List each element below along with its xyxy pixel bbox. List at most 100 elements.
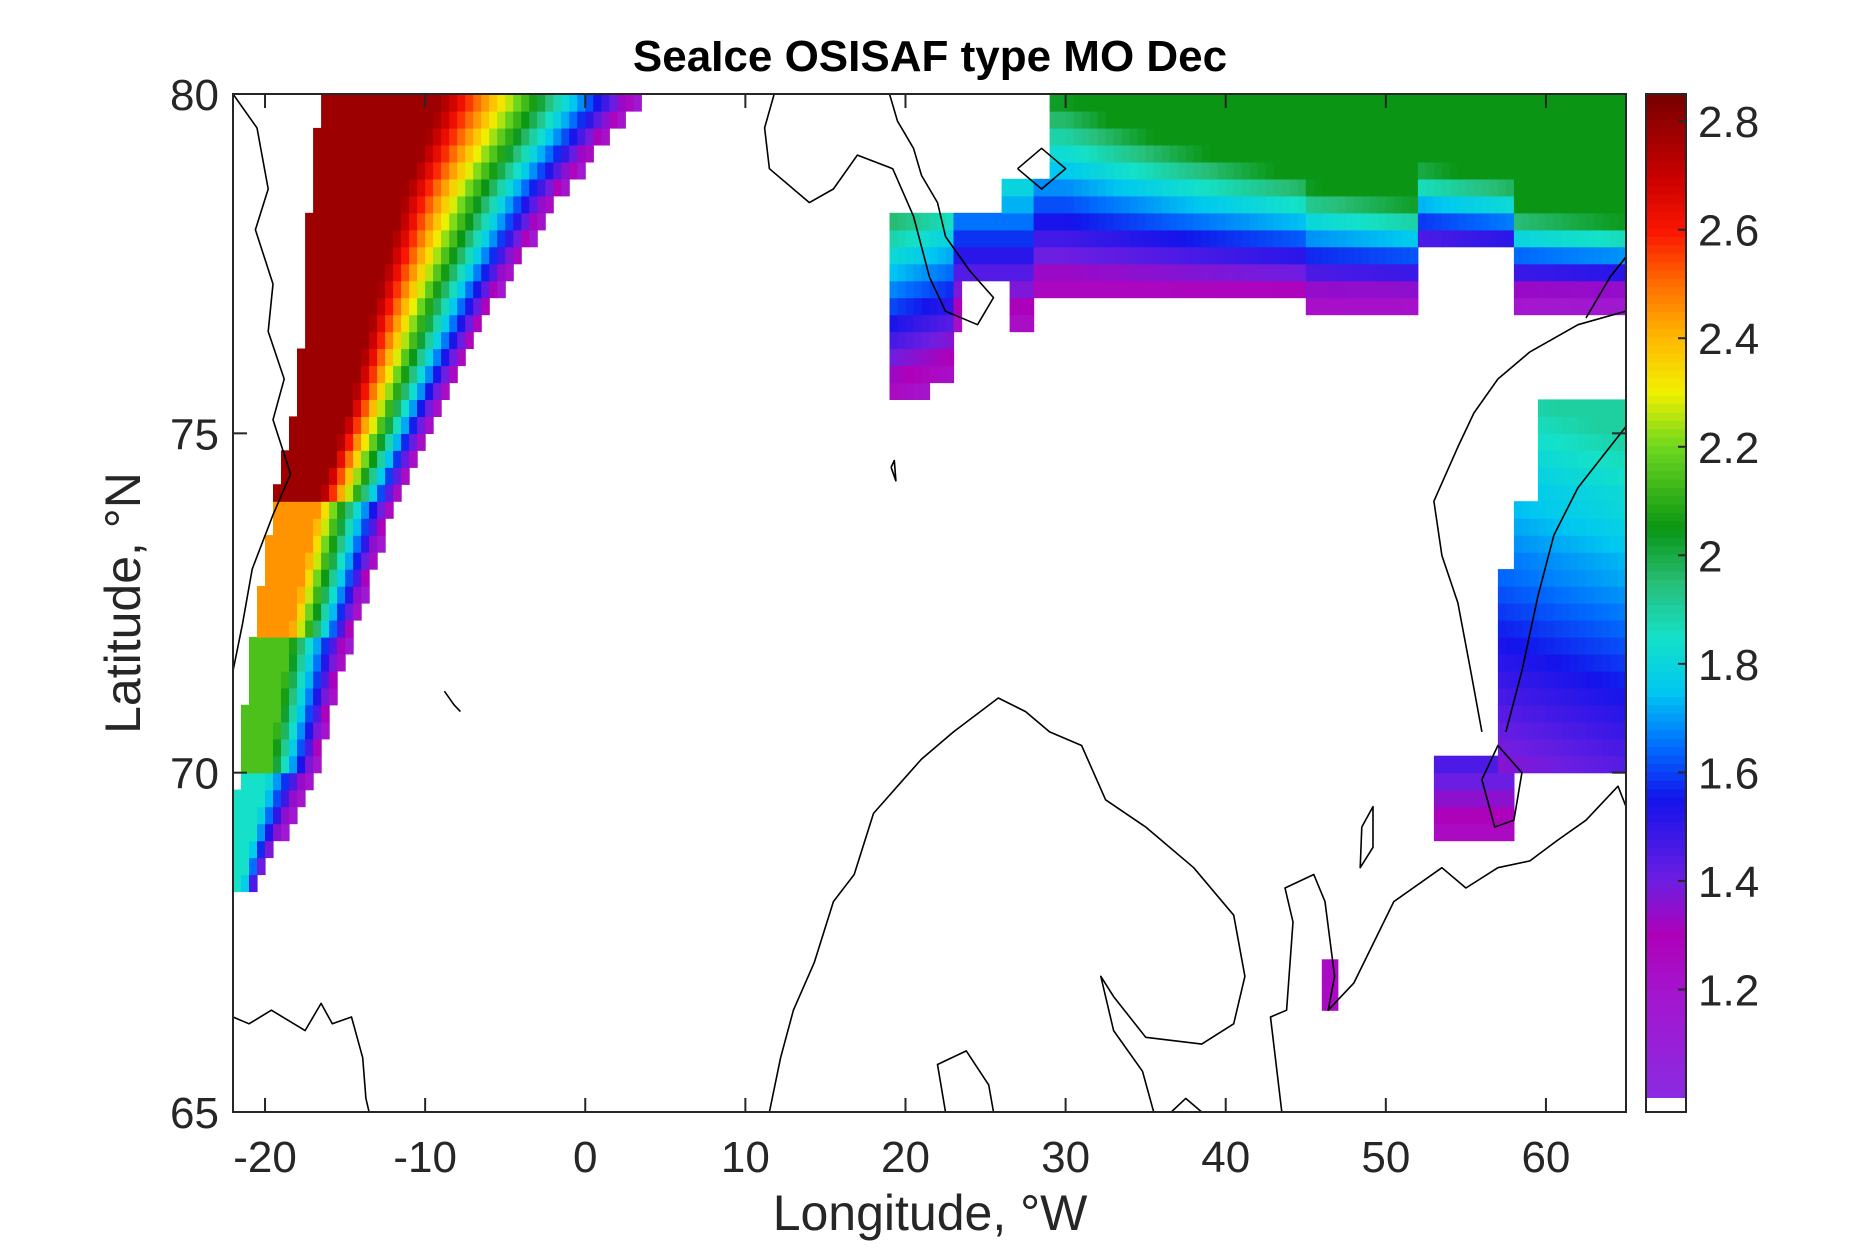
ice-cell bbox=[465, 127, 474, 146]
ice-cell bbox=[1089, 127, 1099, 146]
ice-cell bbox=[481, 127, 490, 146]
ice-cell bbox=[249, 857, 258, 876]
ice-cell bbox=[1017, 246, 1027, 265]
ice-cell bbox=[1578, 738, 1587, 757]
ice-cell bbox=[1241, 280, 1251, 299]
ice-cell bbox=[1273, 178, 1283, 197]
ice-cell bbox=[361, 297, 370, 316]
ice-cell bbox=[281, 755, 290, 774]
ice-cell bbox=[377, 297, 386, 316]
colorbar-segment bbox=[1646, 855, 1686, 865]
ice-cell bbox=[377, 348, 386, 367]
ice-cell bbox=[1393, 111, 1403, 129]
ice-cell bbox=[1457, 144, 1467, 163]
ice-cell bbox=[1545, 738, 1555, 757]
ice-cell bbox=[1401, 280, 1411, 299]
ice-cell bbox=[1602, 433, 1611, 451]
ice-cell bbox=[921, 263, 931, 282]
ice-cell bbox=[1545, 111, 1555, 129]
ice-cell bbox=[473, 280, 482, 299]
ice-cell bbox=[1089, 229, 1099, 248]
ice-cell bbox=[257, 806, 266, 825]
ice-cell bbox=[265, 603, 274, 621]
ice-cell bbox=[1361, 127, 1371, 146]
ice-cell bbox=[321, 144, 330, 163]
ice-cell bbox=[1041, 178, 1051, 197]
ice-cell bbox=[361, 212, 370, 231]
ice-cell bbox=[281, 823, 290, 842]
ice-cell bbox=[1377, 178, 1387, 197]
ice-cell bbox=[329, 416, 338, 434]
ice-cell bbox=[1586, 416, 1595, 434]
ice-cell bbox=[1529, 755, 1539, 774]
ice-cell bbox=[1578, 416, 1587, 434]
ice-cell bbox=[465, 314, 474, 333]
ice-cell bbox=[1161, 144, 1171, 163]
ice-cell bbox=[329, 450, 338, 468]
ice-cell bbox=[1578, 586, 1587, 604]
ice-cell bbox=[1473, 229, 1483, 248]
ice-cell bbox=[1217, 94, 1227, 112]
ice-cell bbox=[1489, 178, 1499, 197]
ice-cell bbox=[1089, 280, 1099, 299]
ice-cell bbox=[273, 569, 282, 587]
ice-cell bbox=[409, 365, 418, 384]
ice-cell bbox=[297, 348, 306, 367]
ice-cell bbox=[1529, 229, 1539, 248]
ice-cell bbox=[281, 620, 290, 638]
ice-cell bbox=[521, 212, 530, 231]
ice-cell bbox=[1529, 653, 1539, 672]
ice-cell bbox=[1401, 263, 1411, 282]
ice-cell bbox=[433, 127, 442, 146]
ice-cell bbox=[1353, 94, 1363, 112]
ice-cell bbox=[1537, 94, 1547, 112]
ice-cell bbox=[1337, 280, 1347, 299]
ice-cell bbox=[1097, 246, 1107, 265]
ice-cell bbox=[905, 229, 915, 248]
ice-cell bbox=[1145, 280, 1155, 299]
ice-cell bbox=[409, 450, 418, 468]
ice-cell bbox=[1417, 195, 1427, 214]
ice-cell bbox=[361, 280, 370, 299]
ice-cell bbox=[513, 178, 522, 197]
ice-cell bbox=[1529, 127, 1539, 146]
ice-cell bbox=[1513, 687, 1523, 706]
ice-cell bbox=[1578, 484, 1587, 502]
ice-cell bbox=[1057, 144, 1067, 163]
ice-cell bbox=[281, 467, 290, 485]
ice-cell bbox=[305, 569, 314, 587]
ice-cell bbox=[1281, 94, 1291, 112]
ice-cell bbox=[1553, 144, 1563, 163]
colorbar-segment bbox=[1646, 537, 1686, 547]
ice-cell bbox=[377, 501, 386, 519]
ice-cell bbox=[1610, 653, 1619, 672]
coastline-2 bbox=[443, 690, 461, 713]
ice-cell bbox=[1441, 178, 1451, 197]
ice-cell bbox=[1537, 229, 1547, 248]
ice-cell bbox=[1257, 144, 1267, 163]
ice-cell bbox=[1145, 212, 1155, 231]
ice-cell bbox=[1305, 94, 1315, 112]
ice-cell bbox=[913, 212, 923, 231]
ice-cell bbox=[337, 620, 346, 638]
ice-cell bbox=[529, 195, 538, 214]
ice-cell bbox=[257, 653, 266, 672]
ice-cell bbox=[465, 178, 474, 197]
ice-cell bbox=[1289, 127, 1299, 146]
ice-cell bbox=[1553, 569, 1563, 587]
ice-cell bbox=[1113, 195, 1123, 214]
ice-cell bbox=[377, 280, 386, 299]
ice-cell bbox=[449, 314, 458, 333]
coastline-7 bbox=[1505, 426, 1626, 733]
ice-cell bbox=[1305, 127, 1315, 146]
ice-cell bbox=[1025, 178, 1035, 197]
ice-cell bbox=[1505, 670, 1515, 689]
ice-cell bbox=[1321, 161, 1331, 180]
ice-cell bbox=[1113, 280, 1123, 299]
ice-cell bbox=[505, 229, 514, 248]
ice-cell bbox=[1249, 94, 1259, 112]
ice-cell bbox=[1602, 653, 1611, 672]
ice-cell bbox=[497, 178, 506, 197]
ice-cell bbox=[1417, 94, 1427, 112]
